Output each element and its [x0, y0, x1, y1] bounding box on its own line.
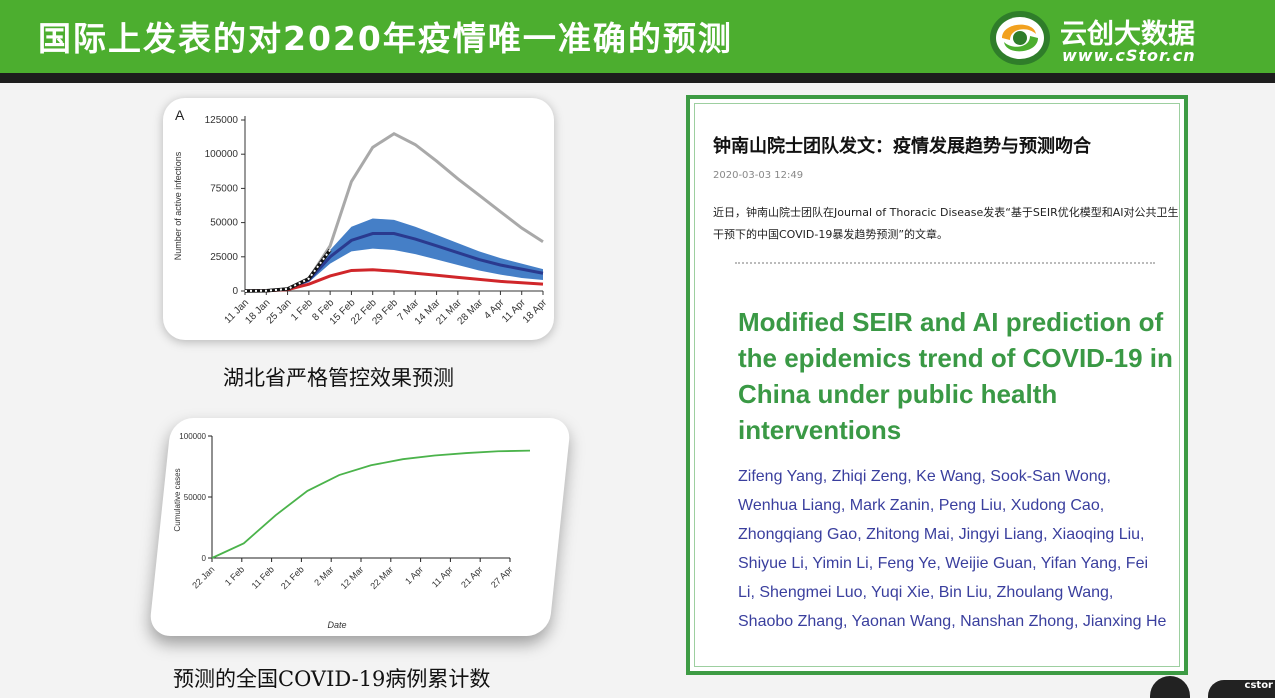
series-line-2	[244, 268, 544, 293]
hubei-forecast-chart-card: A 0 25000 50000 75000 100000 125000 Number of a…	[163, 98, 554, 340]
x-axis-label: Date	[327, 620, 346, 630]
y-tick-label: 50000	[184, 493, 207, 502]
paper-authors: Zifeng Yang, Zhiqi Zeng, Ke Wang, Sook-S…	[738, 468, 1167, 630]
news-date: 2020-03-03 12:49	[713, 170, 804, 181]
article-inner-frame: 钟南山院士团队发文：疫情发展趋势与预测吻合 2020-03-03 12:49 近…	[694, 103, 1180, 667]
y-tick-label: 25000	[210, 252, 238, 263]
cumulative-chart-area: 0 50000 100000 Cumulative cases 22 Jan 1 Feb 1…	[152, 420, 552, 636]
y-tick-label: 0	[232, 286, 238, 297]
x-tick-label: 27 Apr	[489, 564, 514, 589]
corner-badge: cstor	[1208, 680, 1275, 698]
y-axis-label: Number of active infections	[173, 151, 183, 260]
y-tick-label: 75000	[210, 183, 238, 194]
x-tick-label: 1 Feb	[289, 297, 315, 323]
faded-divider	[735, 262, 1155, 266]
x-tick-label: 11 Feb	[250, 564, 276, 590]
paper-title: Modified SEIR and AI prediction of the e…	[738, 307, 1173, 445]
y-tick-label: 100000	[205, 149, 239, 160]
cumulative-series-line	[211, 449, 531, 559]
header-divider	[0, 73, 1275, 83]
logo-url: www.cStor.cn	[1062, 46, 1196, 65]
x-tick-label: 1 Feb	[223, 564, 246, 587]
hubei-forecast-chart: A 0 25000 50000 75000 100000 125000 Number of a…	[173, 107, 550, 327]
nav-button[interactable]	[1150, 676, 1190, 698]
confidence-band	[245, 218, 543, 291]
x-tick-label: 2 Mar	[312, 564, 335, 587]
x-tick-label: 11 Apr	[430, 564, 455, 589]
x-tick-label: 22 Jan	[190, 564, 216, 590]
x-tick-label: 1 Apr	[403, 564, 425, 586]
company-logo: 云创大数据 www.cStor.cn	[988, 8, 1248, 68]
y-axis-label: Cumulative cases	[173, 468, 182, 531]
logo-name: 云创大数据	[1060, 19, 1195, 50]
y-tick-label: 100000	[179, 432, 206, 441]
x-tick-label: 18 Apr	[521, 297, 550, 326]
x-tick-label: 22 Mar	[368, 564, 395, 591]
news-body: 近日，钟南山院士团队在Journal of Thoracic Disease发表…	[713, 206, 1179, 241]
x-tick-label: 21 Apr	[459, 564, 484, 589]
news-headline: 钟南山院士团队发文：疫情发展趋势与预测吻合	[713, 136, 1091, 157]
y-tick-label: 0	[202, 554, 207, 563]
panel-label: A	[175, 107, 185, 123]
header-bar: 国际上发表的对2020年疫情唯一准确的预测 云创大数据 www.cStor.cn	[0, 0, 1275, 73]
y-tick-label: 125000	[205, 115, 239, 126]
page-title: 国际上发表的对2020年疫情唯一准确的预测	[38, 19, 733, 58]
x-tick-label: 25 Jan	[265, 297, 294, 326]
observed-series-outline	[244, 248, 332, 293]
news-article-panel: 钟南山院士团队发文：疫情发展趋势与预测吻合 2020-03-03 12:49 近…	[686, 95, 1188, 675]
x-tick-label: 21 Feb	[279, 564, 306, 591]
x-tick-label: 12 Mar	[339, 564, 366, 591]
cumulative-chart-caption: 预测的全国COVID-19病例累计数	[173, 667, 491, 691]
swirl-logo-icon	[990, 11, 1050, 65]
y-tick-label: 50000	[210, 218, 238, 229]
hubei-chart-caption: 湖北省严格管控效果预测	[223, 366, 454, 390]
